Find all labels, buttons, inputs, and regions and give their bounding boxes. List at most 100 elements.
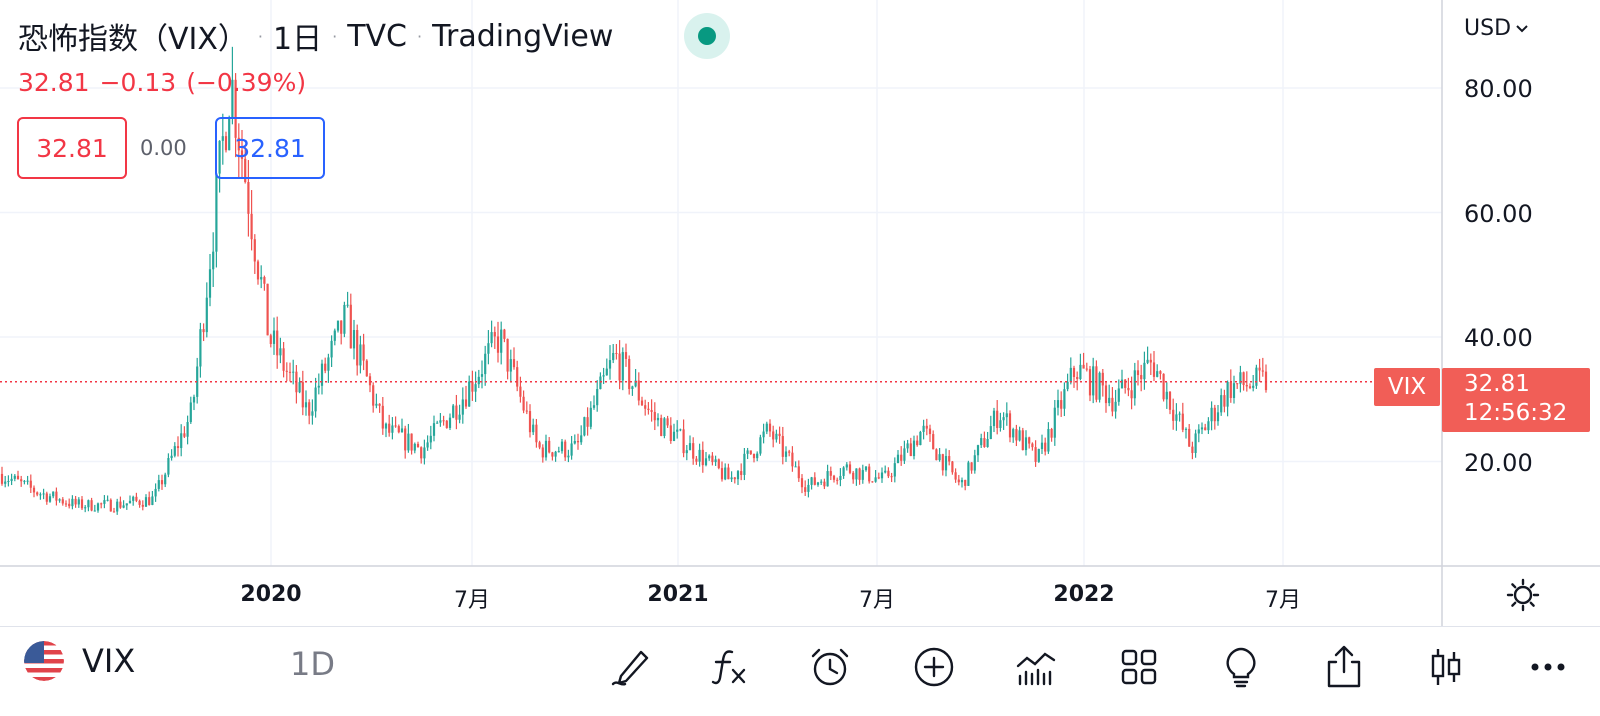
candle-down — [119, 501, 122, 508]
symbol-search-button[interactable]: VIX — [24, 641, 135, 681]
candle-down — [624, 352, 628, 359]
candle-down — [301, 382, 304, 408]
candle-up — [884, 470, 887, 473]
candle-up — [103, 500, 106, 504]
share-button[interactable] — [1316, 639, 1372, 695]
candle-down — [650, 410, 653, 412]
candle-up — [874, 477, 877, 482]
candle-down — [1111, 397, 1114, 412]
candle-up — [132, 496, 135, 501]
candle-down — [647, 408, 650, 411]
market-status-icon[interactable] — [684, 13, 730, 59]
candle-up — [1114, 401, 1117, 412]
candle-up — [212, 251, 215, 270]
candle-up — [448, 417, 452, 428]
price-change: −0.13 — [99, 68, 177, 97]
candle-up — [679, 429, 682, 431]
sell-button[interactable]: 32.81 — [17, 117, 127, 179]
candle-down — [253, 239, 256, 262]
candle-up — [922, 425, 925, 432]
candle-down — [541, 447, 544, 458]
candle-down — [772, 431, 775, 440]
candle-down — [496, 336, 500, 353]
candle-down — [781, 436, 784, 457]
buy-button[interactable]: 32.81 — [215, 117, 325, 179]
candle-up — [436, 422, 439, 424]
candle-up — [567, 455, 570, 458]
candle-up — [1200, 427, 1204, 430]
candle-up — [612, 353, 615, 361]
settings-sun-icon[interactable] — [1506, 578, 1540, 612]
candle-down — [80, 499, 84, 509]
candle-down — [525, 410, 528, 412]
candle-down — [564, 441, 567, 458]
candle-down — [493, 332, 496, 337]
indicators-button[interactable] — [701, 639, 757, 695]
candle-down — [932, 434, 935, 450]
candle-up — [352, 330, 356, 349]
candle-up — [807, 484, 810, 492]
candle-up — [23, 480, 26, 482]
candle-up — [589, 407, 592, 427]
time-axis-label: 2021 — [647, 582, 709, 607]
candle-down — [20, 479, 23, 482]
candle-down — [1127, 387, 1130, 391]
candle-up — [1239, 372, 1242, 384]
candle-down — [276, 330, 279, 356]
candle-up — [746, 450, 749, 454]
timeframe-button[interactable]: 1D — [290, 645, 335, 683]
more-button[interactable] — [1520, 639, 1576, 695]
candle-down — [1149, 359, 1152, 363]
price-scale-label: 40.00 — [1464, 324, 1533, 352]
candle-down — [733, 477, 736, 480]
candle-down — [692, 443, 695, 459]
candle-up — [218, 140, 221, 174]
candle-up — [199, 329, 202, 367]
candle-up — [634, 380, 637, 387]
candle-up — [298, 382, 301, 393]
candle-down — [1204, 427, 1207, 431]
candle-up — [292, 371, 295, 373]
interval-label: 1日 — [273, 22, 323, 57]
candle-up — [580, 435, 583, 443]
currency-selector[interactable]: USD — [1464, 16, 1529, 41]
time-axis-label: 7月 — [859, 588, 895, 613]
symbol-legend[interactable]: 恐怖指数（VIX） · 1日 · TVC · TradingView — [18, 14, 613, 58]
candle-up — [180, 433, 183, 449]
candle-down — [455, 405, 458, 420]
add-button[interactable] — [906, 639, 962, 695]
candle-up — [391, 425, 394, 433]
alert-button[interactable] — [802, 639, 858, 695]
last-price-value: 32.81 — [1464, 371, 1530, 397]
candle-up — [311, 411, 314, 416]
share-icon — [1327, 645, 1361, 688]
candle-down — [948, 456, 951, 462]
chart-type-button[interactable] — [1418, 639, 1474, 695]
candle-down — [1095, 366, 1098, 400]
financials-button[interactable] — [1008, 639, 1064, 695]
candle-down — [36, 492, 39, 495]
candle-up — [71, 498, 74, 507]
candle-up — [1133, 370, 1136, 399]
ideas-button[interactable] — [1213, 639, 1269, 695]
candle-up — [205, 297, 208, 333]
candle-up — [839, 475, 842, 481]
candle-up — [487, 343, 490, 354]
layouts-button[interactable] — [1111, 639, 1167, 695]
candle-down — [1213, 407, 1216, 422]
last-price-tag: 32.81 12:56:32 — [1442, 368, 1590, 432]
drawing-tools-button[interactable] — [602, 639, 658, 695]
candle-down — [138, 500, 141, 505]
candle-down — [701, 449, 704, 466]
candle-down — [1162, 373, 1165, 400]
candle-up — [151, 496, 154, 505]
candle-down — [397, 426, 400, 433]
candle-up — [608, 360, 612, 369]
candle-down — [160, 480, 164, 485]
candle-up — [1252, 385, 1255, 388]
candle-up — [599, 376, 602, 390]
candle-up — [736, 471, 740, 480]
candle-down — [503, 329, 506, 339]
candle-up — [407, 433, 410, 451]
